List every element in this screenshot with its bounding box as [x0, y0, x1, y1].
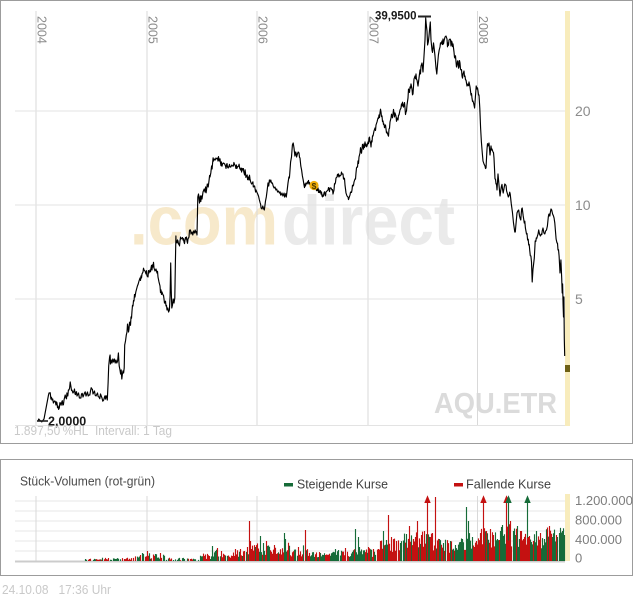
svg-text:2008: 2008 [476, 16, 490, 44]
svg-text:Stück-Volumen (rot-grün): Stück-Volumen (rot-grün) [20, 474, 155, 489]
svg-text:400.000: 400.000 [575, 532, 622, 547]
svg-text:2007: 2007 [367, 16, 381, 44]
svg-text:5: 5 [575, 291, 583, 307]
svg-text:24.10.08 17:36 Uhr: 24.10.08 17:36 Uhr [2, 582, 112, 597]
svg-text:1.897,50 %HL Intervall: 1 Tag: 1.897,50 %HL Intervall: 1 Tag [14, 424, 172, 438]
svg-text:39,9500: 39,9500 [375, 11, 417, 23]
svg-text:2,0000: 2,0000 [48, 415, 86, 429]
svg-text:10: 10 [575, 197, 591, 213]
svg-text:.com: .com [130, 182, 278, 260]
svg-text:0: 0 [575, 551, 582, 566]
svg-text:2006: 2006 [256, 16, 270, 44]
svg-text:Steigende Kurse: Steigende Kurse [297, 477, 388, 492]
svg-text:$: $ [312, 181, 317, 191]
svg-text:2004: 2004 [35, 16, 49, 44]
svg-text:AQU.ETR: AQU.ETR [434, 388, 557, 420]
svg-text:Fallende Kurse: Fallende Kurse [466, 477, 551, 492]
svg-text:1.200.000: 1.200.000 [575, 493, 633, 508]
svg-text:2005: 2005 [146, 16, 160, 44]
svg-text:800.000: 800.000 [575, 513, 622, 528]
svg-text:20: 20 [575, 103, 591, 119]
